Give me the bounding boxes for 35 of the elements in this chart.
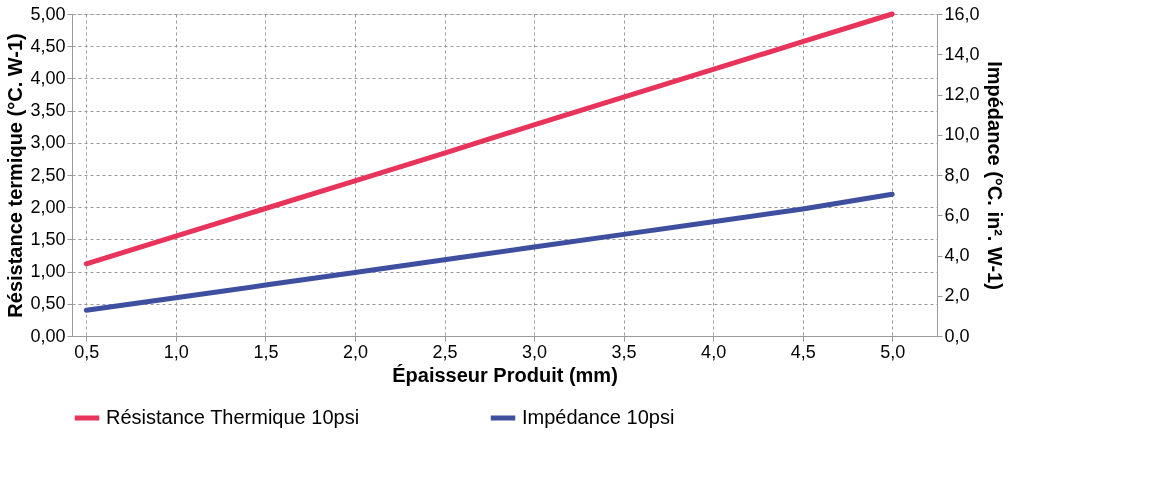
y2-tick-label: 4,0 bbox=[944, 245, 970, 265]
x-tick-label: 1,0 bbox=[163, 341, 189, 362]
x-tick-label: 3,0 bbox=[522, 341, 548, 362]
y-tick-label: 4,00 bbox=[30, 67, 66, 88]
y2-tick-label: 14,0 bbox=[944, 43, 980, 64]
y2-tick-label: 8,0 bbox=[944, 164, 970, 185]
y2-tick-label: 0,0 bbox=[944, 325, 970, 346]
y-tick-label: 0,00 bbox=[30, 325, 66, 346]
x-tick-label: 1,5 bbox=[253, 341, 279, 362]
y-tick-label: 1,00 bbox=[30, 261, 66, 282]
y-tick-label: 3,00 bbox=[30, 132, 66, 153]
y-tick-label: 1,50 bbox=[30, 228, 66, 249]
legend-label: Impédance 10psi bbox=[522, 406, 675, 428]
x-tick-label: 3,5 bbox=[611, 341, 637, 362]
y-tick-label: 2,00 bbox=[30, 196, 66, 217]
y2-axis-title: Impédance (°C. in². W-1) bbox=[983, 61, 1006, 290]
x-tick-label: 4,0 bbox=[701, 341, 727, 362]
y2-tick-label: 16,0 bbox=[944, 3, 980, 24]
y-tick-label: 4,50 bbox=[30, 35, 66, 56]
y-tick-label: 3,50 bbox=[30, 100, 66, 121]
y-tick-label: 5,00 bbox=[30, 3, 66, 24]
x-tick-label: 2,0 bbox=[342, 341, 368, 362]
x-tick-label: 4,5 bbox=[790, 341, 816, 362]
x-tick-label: 0,5 bbox=[74, 341, 100, 362]
y-tick-label: 2,50 bbox=[30, 164, 66, 185]
x-tick-label: 2,5 bbox=[432, 341, 458, 362]
y2-tick-label: 2,0 bbox=[944, 285, 970, 306]
legend-label: Résistance Thermique 10psi bbox=[106, 406, 360, 428]
y-tick-label: 0,50 bbox=[30, 293, 66, 314]
y2-tick-label: 6,0 bbox=[944, 204, 970, 225]
x-axis-title: Épaisseur Produit (mm) bbox=[392, 363, 618, 386]
y2-tick-label: 12,0 bbox=[944, 84, 980, 104]
y-axis-title: Résistance termique (°C. W-1) bbox=[4, 33, 27, 318]
y2-tick-label: 10,0 bbox=[944, 124, 980, 145]
x-tick-label: 5,0 bbox=[880, 341, 906, 362]
